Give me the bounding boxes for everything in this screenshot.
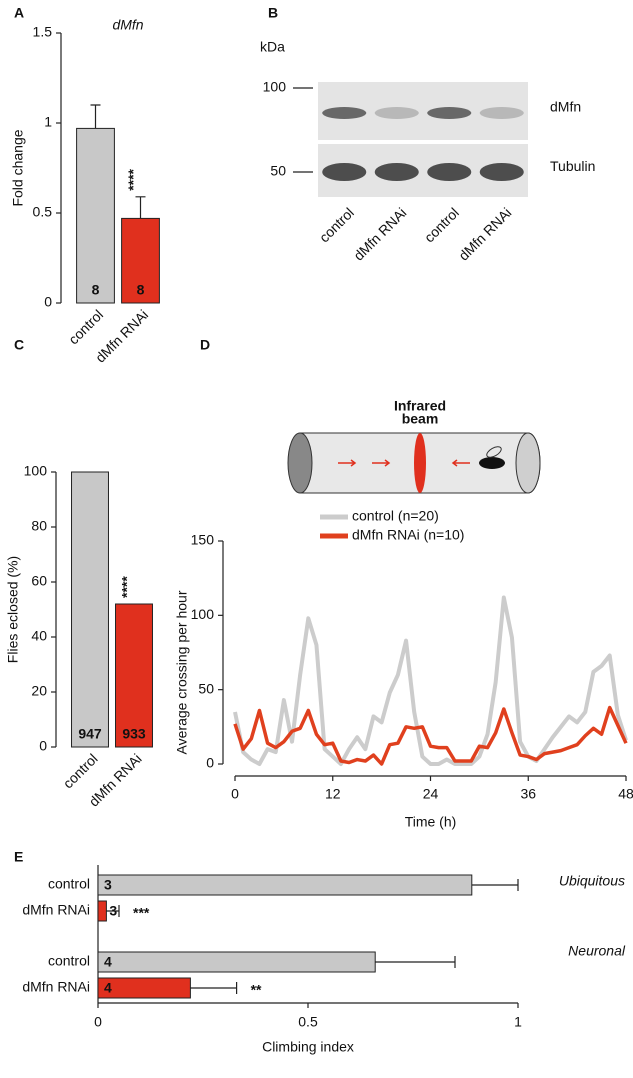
y-tick-label: 100 — [24, 463, 48, 479]
x-tick-label: 0.5 — [298, 1014, 318, 1030]
marker-label: 100 — [263, 79, 287, 95]
bar — [121, 217, 160, 304]
band — [427, 107, 472, 119]
bar — [76, 127, 115, 304]
lane-label: dMfn RNAi — [350, 204, 409, 263]
significance: ** — [251, 982, 262, 998]
lane-label: control — [316, 204, 357, 245]
annotation: beam — [402, 411, 439, 427]
unit-label: kDa — [260, 39, 285, 55]
error-bar — [135, 196, 146, 219]
y-tick-label: dMfn RNAi — [22, 902, 90, 918]
bar — [97, 900, 107, 922]
series-line — [233, 595, 628, 766]
panel-letter: B — [268, 5, 278, 21]
n-label: 4 — [104, 980, 112, 996]
x-tick-label: 36 — [520, 786, 536, 802]
lane-label: dMfn RNAi — [455, 204, 514, 263]
panel-letter: C — [14, 337, 24, 353]
panel-letter: D — [200, 337, 210, 353]
x-axis-label: Time (h) — [405, 814, 457, 830]
y-tick-label: 20 — [31, 683, 47, 699]
n-label: 8 — [137, 282, 145, 298]
band — [479, 107, 524, 119]
y-tick-label: control — [48, 953, 90, 969]
n-label: 933 — [122, 726, 146, 742]
legend-label: control (n=20) — [352, 508, 439, 524]
x-tick-label: 1 — [514, 1014, 522, 1030]
beam — [414, 433, 426, 493]
band — [479, 163, 524, 181]
x-tick-label: 12 — [325, 786, 341, 802]
error-bar — [471, 879, 519, 891]
n-label: 8 — [92, 282, 100, 298]
x-tick-label: 0 — [94, 1014, 102, 1030]
bar — [97, 977, 191, 999]
y-tick-label: dMfn RNAi — [22, 979, 90, 995]
y-tick-label: control — [48, 876, 90, 892]
bar — [71, 471, 109, 748]
panel-letter: E — [14, 849, 23, 865]
y-tick-label: 80 — [31, 518, 47, 534]
y-tick-label: 0 — [44, 294, 52, 310]
significance: *** — [133, 905, 150, 921]
error-bar — [90, 104, 101, 129]
y-tick-label: 0 — [39, 738, 47, 754]
x-axis-label: Climbing index — [262, 1039, 354, 1055]
y-tick-label: 40 — [31, 628, 47, 644]
error-bar — [375, 956, 456, 968]
y-tick-label: 150 — [191, 532, 215, 548]
marker-label: 50 — [270, 163, 286, 179]
y-tick-label: 50 — [198, 680, 214, 696]
annotation: Infrared — [394, 398, 446, 414]
bar — [97, 874, 473, 896]
y-axis-label: Average crossing per hour — [174, 590, 190, 754]
error-bar — [190, 982, 238, 994]
significance: **** — [119, 576, 135, 598]
x-tick-label: control — [65, 306, 106, 347]
y-tick-label: 1.5 — [33, 24, 53, 40]
n-label: 947 — [78, 726, 102, 742]
chart-title: dMfn — [112, 17, 143, 33]
band — [322, 163, 367, 181]
y-tick-label: 60 — [31, 573, 47, 589]
y-tick-label: 100 — [191, 606, 215, 622]
group-label: Neuronal — [568, 943, 626, 959]
significance: **** — [125, 168, 141, 190]
legend-label: dMfn RNAi (n=10) — [352, 527, 464, 543]
bar — [115, 603, 153, 748]
group-label: Ubiquitous — [559, 873, 625, 889]
tube-end — [515, 432, 541, 494]
panel-letter: A — [14, 5, 24, 21]
band — [374, 163, 419, 181]
n-label: 3 — [104, 877, 112, 893]
fly — [479, 457, 505, 469]
tube-end — [287, 432, 313, 494]
arrow — [338, 459, 357, 467]
y-axis-label: Flies eclosed (%) — [5, 556, 21, 663]
x-tick-label: 0 — [231, 786, 239, 802]
n-label: 4 — [104, 954, 112, 970]
bar — [97, 951, 376, 973]
y-tick-label: 0.5 — [33, 204, 53, 220]
series-line — [233, 705, 628, 766]
arrow — [372, 459, 391, 467]
band — [322, 107, 367, 119]
arrow — [451, 459, 470, 467]
error-bar — [106, 905, 120, 917]
lane-label: control — [421, 204, 462, 245]
x-tick-label: control — [60, 750, 101, 791]
band — [374, 107, 419, 119]
x-tick-label: 24 — [423, 786, 439, 802]
band — [427, 163, 472, 181]
x-tick-label: 48 — [618, 786, 633, 802]
y-axis-label: Fold change — [10, 129, 26, 206]
n-label: 3 — [109, 903, 117, 919]
row-label: Tubulin — [550, 158, 595, 174]
fly-wing — [486, 446, 502, 458]
y-tick-label: 0 — [206, 755, 214, 771]
y-tick-label: 1 — [44, 114, 52, 130]
row-label: dMfn — [550, 99, 581, 115]
